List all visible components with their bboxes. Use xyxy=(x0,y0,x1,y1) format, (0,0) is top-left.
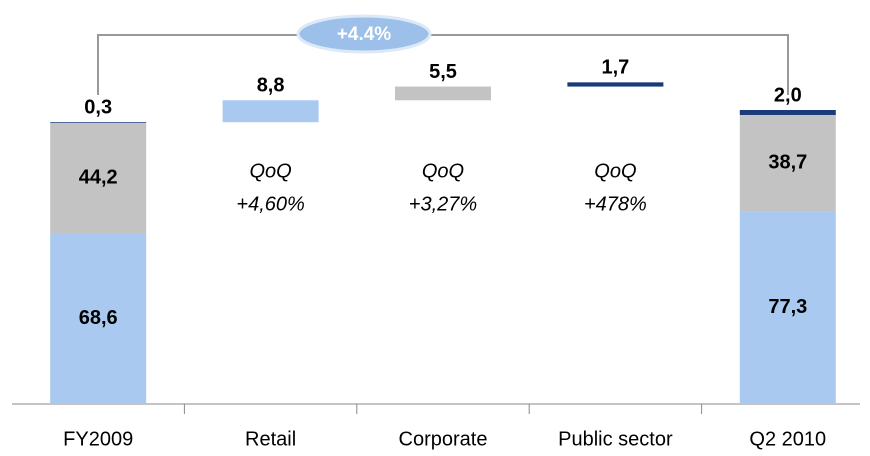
x-tick-label: Q2 2010 xyxy=(749,428,826,450)
bar-segment xyxy=(50,122,147,123)
change-bracket xyxy=(97,34,789,95)
change-bubble xyxy=(296,14,432,54)
bar-segment xyxy=(222,100,319,123)
value-label: 8,8 xyxy=(257,75,285,97)
bar-segment xyxy=(739,211,836,404)
bar-segment xyxy=(739,110,836,115)
bar-segment xyxy=(739,114,836,212)
value-label: 5,5 xyxy=(429,61,457,83)
x-tick-label: Corporate xyxy=(399,428,488,450)
value-label: 44,2 xyxy=(79,166,118,188)
bar-segment xyxy=(50,122,147,234)
value-label: 38,7 xyxy=(768,151,807,173)
note: +478% xyxy=(584,193,647,215)
bar-segment xyxy=(50,233,147,404)
x-tick-label: FY2009 xyxy=(63,428,133,450)
value-label: 2,0 xyxy=(774,84,802,106)
note: QoQ xyxy=(594,160,636,182)
bar-segment xyxy=(395,86,491,101)
value-label: 68,6 xyxy=(79,307,118,329)
note: +4,60% xyxy=(236,193,304,215)
note: +3,27% xyxy=(409,193,477,215)
x-tick-label: Public sector xyxy=(558,428,673,450)
value-label: 0,3 xyxy=(84,96,112,118)
note: QoQ xyxy=(249,160,291,182)
x-tick-label: Retail xyxy=(245,428,296,450)
value-label: 77,3 xyxy=(768,296,807,318)
note: QoQ xyxy=(422,160,464,182)
value-label: 1,7 xyxy=(601,57,629,79)
change-label: +4.4% xyxy=(337,24,392,45)
bar-segment xyxy=(567,82,664,87)
